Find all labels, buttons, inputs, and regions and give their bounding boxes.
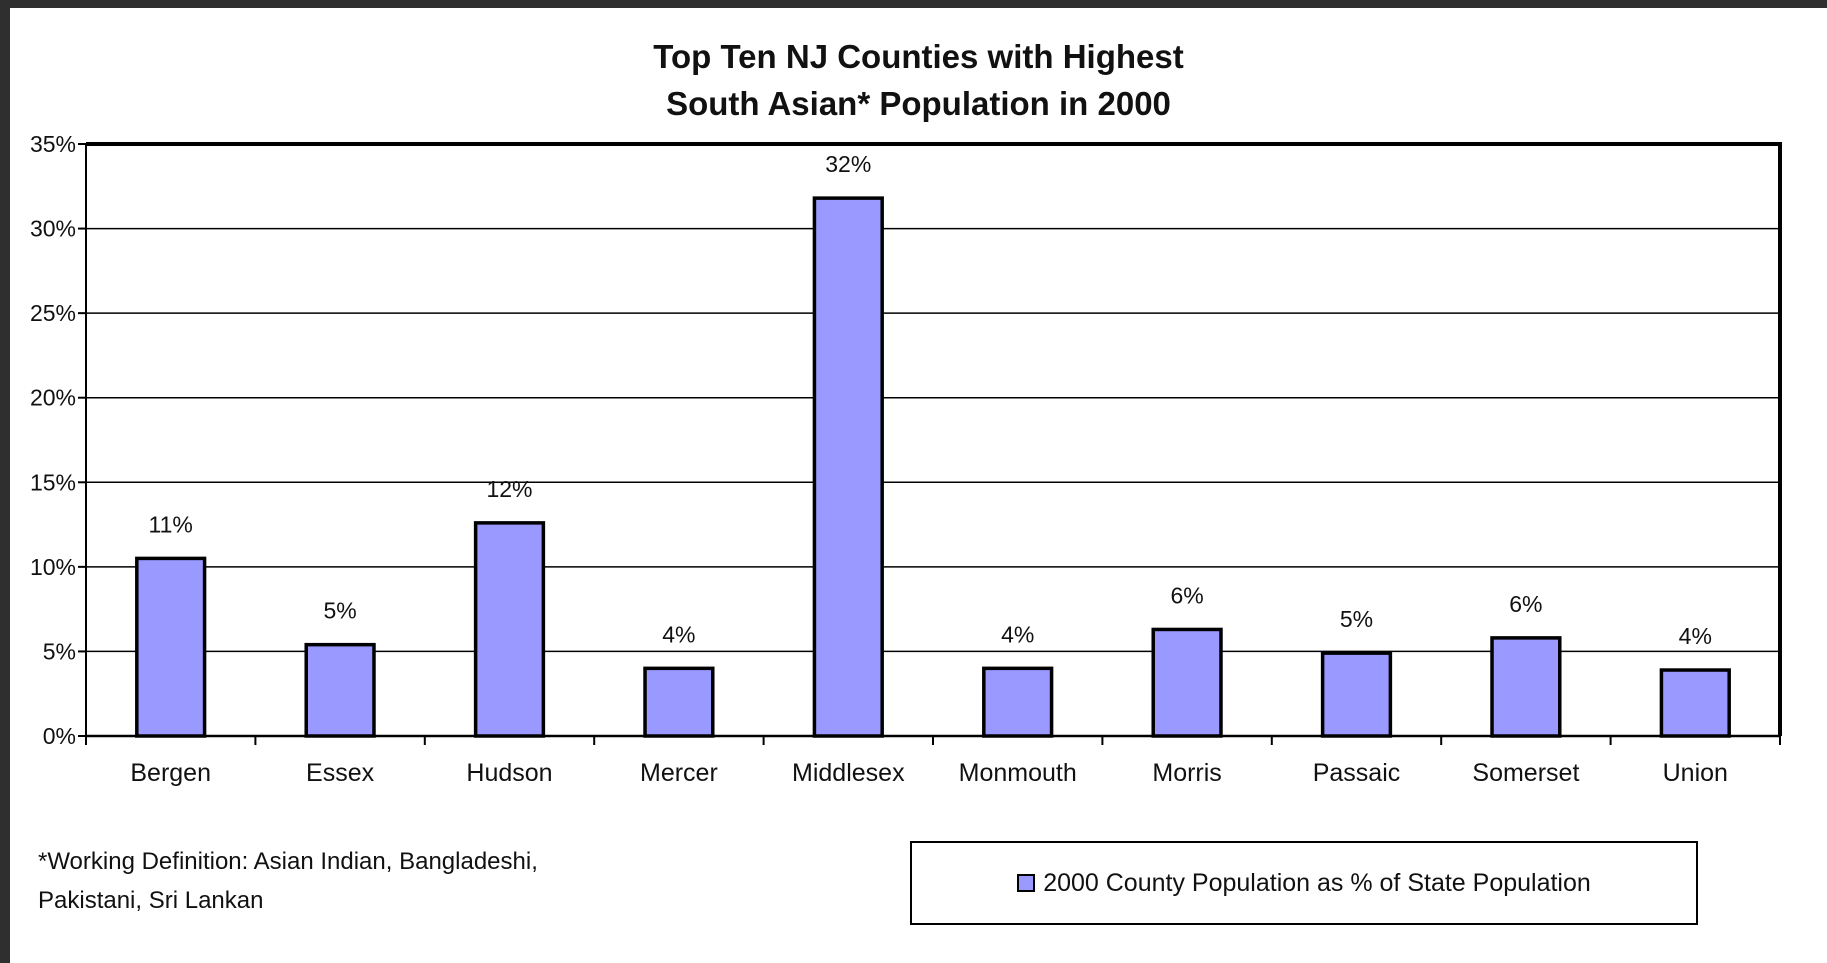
footnote-line-1: *Working Definition: Asian Indian, Bangl… [38, 848, 538, 875]
y-tick-label: 25% [30, 300, 76, 326]
data-label: 4% [662, 621, 695, 647]
footnote-line-2: Pakistani, Sri Lankan [38, 887, 264, 914]
x-tick-label: Morris [1152, 759, 1221, 787]
bar-passaic [1320, 651, 1393, 738]
data-label: 11% [149, 511, 193, 537]
x-tick-label: Somerset [1472, 759, 1579, 787]
bar-essex [304, 642, 376, 738]
data-label: 5% [1340, 606, 1373, 632]
chart-title-line-2: South Asian* Population in 2000 [666, 85, 1171, 122]
bar-monmouth [982, 666, 1054, 738]
data-label: 12% [486, 476, 532, 502]
x-tick-label: Mercer [640, 759, 718, 787]
x-tick-label: Passaic [1313, 759, 1401, 787]
x-tick-label: Essex [306, 759, 375, 787]
data-label: 4% [1679, 623, 1712, 649]
y-tick-label: 0% [43, 723, 76, 749]
bar-bergen [135, 556, 207, 738]
y-tick-label: 10% [30, 554, 76, 580]
data-label: 32% [825, 151, 871, 177]
y-tick-label: 30% [30, 216, 76, 242]
bar-mercer [643, 666, 715, 738]
data-label: 4% [1001, 621, 1034, 647]
x-tick-label: Middlesex [792, 759, 905, 787]
y-tick-label: 20% [30, 385, 76, 411]
data-label: 6% [1170, 582, 1203, 608]
data-label: 6% [1509, 591, 1542, 617]
x-tick-label: Hudson [466, 759, 552, 787]
legend-swatch [1017, 874, 1036, 892]
bar-somerset [1490, 636, 1562, 738]
bar-union [1659, 668, 1731, 738]
legend: 2000 County Population as % of State Pop… [910, 841, 1698, 925]
bar-morris [1151, 627, 1223, 738]
chart-title-line-1: Top Ten NJ Counties with Highest [653, 38, 1184, 75]
legend-label: 2000 County Population as % of State Pop… [1043, 868, 1591, 897]
x-tick-label: Monmouth [959, 759, 1077, 787]
x-tick-label: Union [1663, 759, 1728, 787]
y-tick-label: 5% [43, 638, 76, 664]
bar-hudson [473, 521, 546, 738]
bar-chart: 0% 5% 10% 15% 20% 25% 30% 35% 11% Bergen 5% Essex 12… [30, 131, 1782, 787]
y-tick-label: 15% [30, 469, 76, 495]
data-label: 5% [323, 598, 356, 624]
bar-middlesex [812, 196, 884, 738]
y-tick-label: 35% [30, 131, 76, 157]
x-tick-label: Bergen [130, 759, 211, 787]
chart-frame: Top Ten NJ Counties with Highest South A… [10, 8, 1827, 963]
